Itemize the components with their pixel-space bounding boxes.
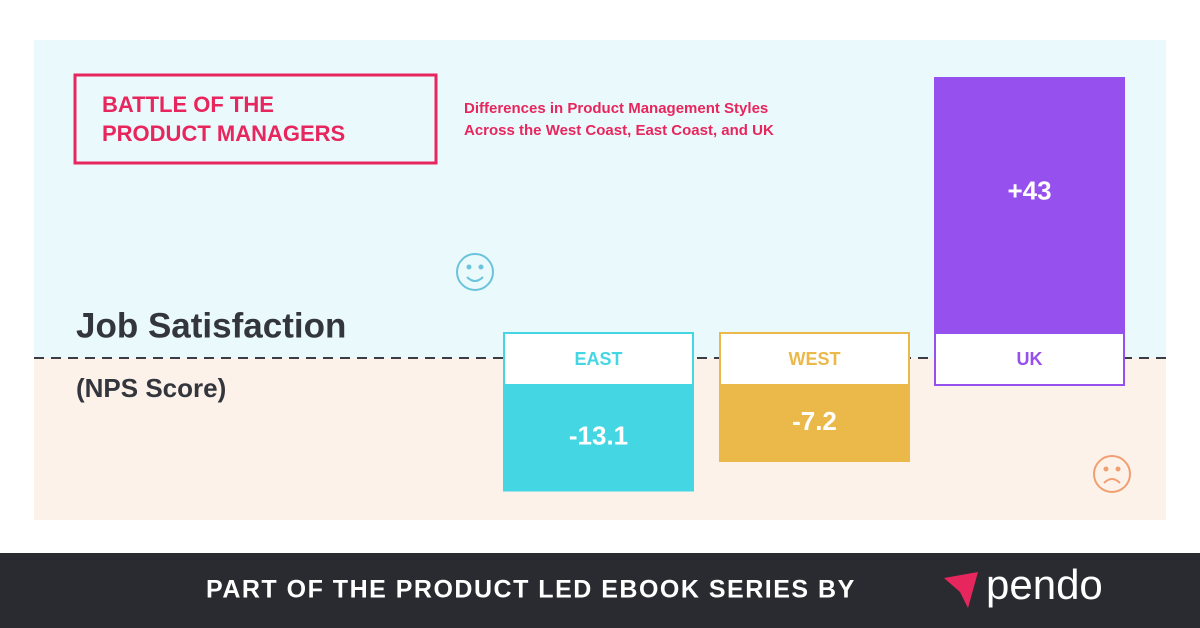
axis-label: Job Satisfaction: [76, 306, 346, 345]
brand-name: pendo: [986, 561, 1103, 608]
bar: [503, 384, 694, 492]
subtitle: Differences in Product Management Styles: [464, 100, 768, 117]
happy-icon: [456, 253, 494, 291]
category-label: WEST: [789, 349, 841, 369]
category-box: [719, 332, 910, 386]
chart-title: PRODUCT MANAGERS: [102, 121, 345, 146]
sad-icon: [1093, 455, 1131, 493]
brand-icon: [944, 572, 978, 608]
title-box: [73, 73, 438, 165]
bar: [934, 77, 1125, 334]
footer-bar: [0, 553, 1200, 628]
category-box: [934, 332, 1125, 386]
category-label: EAST: [574, 349, 622, 369]
chart-title: BATTLE OF THE: [102, 92, 274, 117]
category-box: [503, 332, 694, 386]
value-label: -7.2: [792, 406, 837, 436]
value-label: -13.1: [569, 421, 628, 451]
footer-text: PART OF THE PRODUCT LED EBOOK SERIES BY: [206, 576, 856, 604]
value-label: +43: [1007, 176, 1051, 206]
axis-sublabel: (NPS Score): [76, 373, 226, 403]
category-label: UK: [1017, 349, 1043, 369]
subtitle: Across the West Coast, East Coast, and U…: [464, 122, 774, 139]
